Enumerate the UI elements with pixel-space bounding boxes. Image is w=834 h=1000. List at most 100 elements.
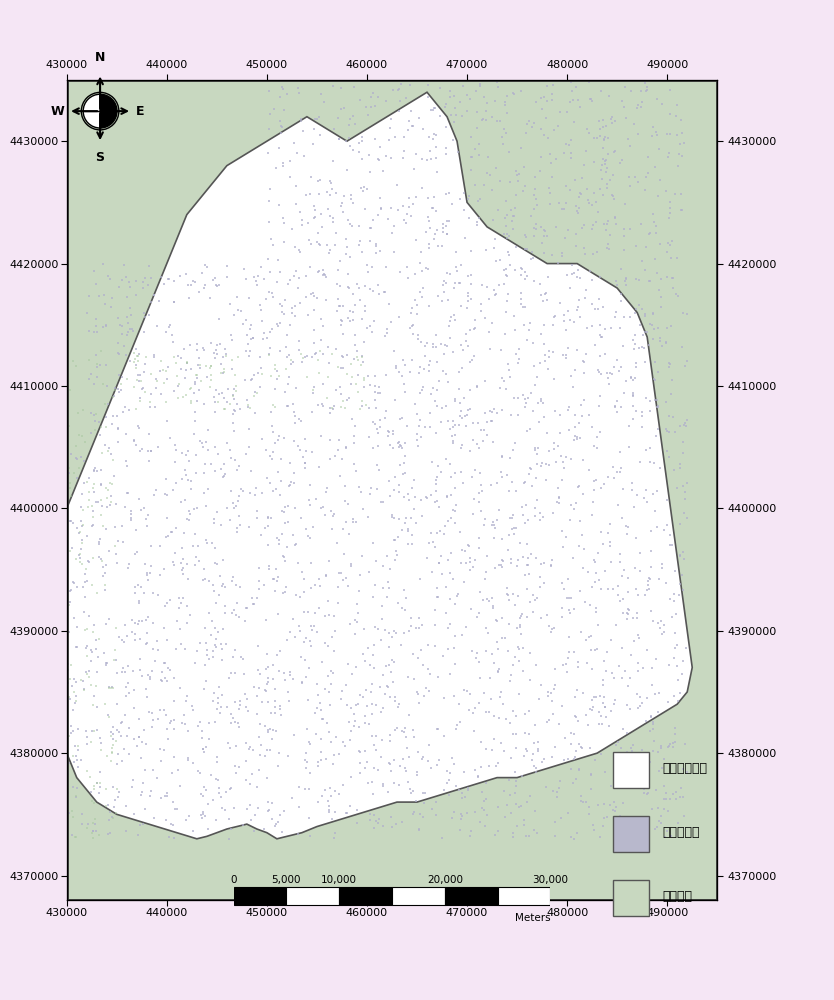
Wedge shape xyxy=(100,94,117,128)
Point xyxy=(641,577,654,593)
Point xyxy=(440,451,453,467)
Point xyxy=(630,355,643,371)
Point xyxy=(430,382,444,398)
Point xyxy=(368,619,381,635)
Point xyxy=(653,333,666,349)
Point xyxy=(436,648,450,664)
Point xyxy=(335,683,349,699)
Point xyxy=(138,270,152,286)
Point xyxy=(133,390,147,406)
Point xyxy=(298,460,311,476)
Point xyxy=(135,441,148,457)
Point xyxy=(610,277,624,293)
Point xyxy=(545,86,559,102)
Point xyxy=(666,739,680,755)
Point xyxy=(550,784,564,800)
Point xyxy=(582,407,595,423)
Point xyxy=(137,305,150,321)
Point xyxy=(562,422,575,438)
Point xyxy=(503,616,516,632)
Point xyxy=(258,577,271,593)
Point xyxy=(304,477,317,493)
Point xyxy=(374,704,387,720)
Point xyxy=(574,513,587,529)
Point xyxy=(299,187,313,203)
Point xyxy=(163,271,176,287)
Point xyxy=(454,822,467,838)
Point xyxy=(104,753,118,769)
Point xyxy=(645,559,658,575)
Point xyxy=(327,153,340,169)
Point xyxy=(585,702,599,718)
Point xyxy=(323,245,336,261)
Point xyxy=(284,455,297,471)
Point xyxy=(414,334,427,350)
Point xyxy=(570,431,584,447)
Point xyxy=(67,575,80,591)
Point xyxy=(403,749,416,765)
Point xyxy=(263,121,276,137)
Point xyxy=(118,634,131,650)
Point xyxy=(219,784,233,800)
Point xyxy=(188,376,202,392)
Point xyxy=(416,289,430,305)
Point xyxy=(184,361,198,377)
Point xyxy=(204,627,218,643)
Point xyxy=(372,621,385,637)
Point xyxy=(669,726,682,742)
Point xyxy=(118,617,132,633)
Point xyxy=(621,678,635,694)
Point xyxy=(595,151,609,167)
Point xyxy=(447,280,460,296)
Point xyxy=(431,589,445,605)
Point xyxy=(314,332,328,348)
Point xyxy=(145,719,158,735)
Point xyxy=(549,454,562,470)
Point xyxy=(232,488,245,504)
Point xyxy=(283,478,296,494)
Point xyxy=(255,313,269,329)
Point xyxy=(226,710,239,726)
Point xyxy=(166,817,179,833)
Point xyxy=(63,465,76,481)
Point xyxy=(355,398,369,414)
Point xyxy=(619,518,632,534)
Point xyxy=(605,187,619,203)
Point xyxy=(250,688,264,704)
Point xyxy=(478,422,491,438)
Point xyxy=(482,324,495,340)
Point xyxy=(215,636,229,652)
Point xyxy=(197,741,210,757)
Point xyxy=(99,318,113,334)
Point xyxy=(604,554,617,570)
Point xyxy=(662,408,676,424)
Point xyxy=(141,443,154,459)
Point xyxy=(553,425,566,441)
Point xyxy=(130,738,143,754)
Point xyxy=(326,811,339,827)
Point xyxy=(132,353,145,369)
Point xyxy=(249,807,262,823)
Point xyxy=(435,336,448,352)
Point xyxy=(606,459,620,475)
Point xyxy=(516,663,530,679)
Point xyxy=(435,238,448,254)
Point xyxy=(223,296,236,312)
Point xyxy=(538,286,551,302)
Point xyxy=(661,320,674,336)
Point xyxy=(318,94,331,110)
Point xyxy=(420,152,434,168)
Point xyxy=(348,428,361,444)
Point xyxy=(103,680,116,696)
Point xyxy=(563,602,576,618)
Point xyxy=(440,226,454,242)
Point xyxy=(266,397,279,413)
Point xyxy=(206,693,219,709)
Point xyxy=(269,481,283,497)
Point xyxy=(595,162,608,178)
Point xyxy=(473,584,486,600)
Point xyxy=(518,264,531,280)
Point xyxy=(143,671,156,687)
Point xyxy=(324,788,338,804)
Point xyxy=(503,673,516,689)
